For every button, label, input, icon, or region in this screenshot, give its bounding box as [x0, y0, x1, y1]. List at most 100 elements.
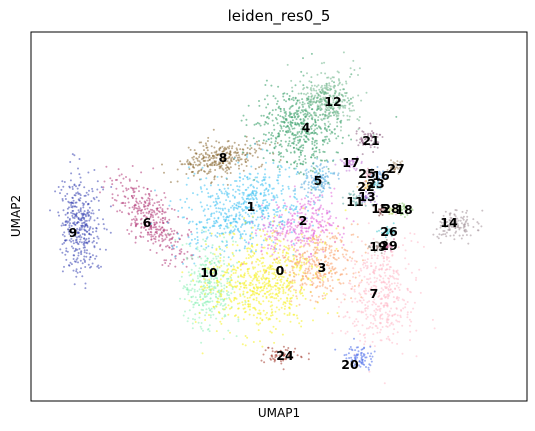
scatter-point — [307, 358, 310, 361]
scatter-point — [209, 163, 212, 166]
scatter-point — [85, 215, 87, 218]
scatter-point — [348, 316, 351, 319]
scatter-point — [263, 98, 266, 101]
scatter-point — [206, 140, 209, 142]
scatter-point — [97, 264, 100, 267]
scatter-point — [388, 324, 391, 327]
scatter-point — [139, 218, 142, 221]
scatter-point — [350, 109, 353, 112]
scatter-point — [248, 215, 251, 218]
scatter-point — [320, 185, 323, 188]
scatter-point — [142, 186, 145, 189]
scatter-point — [244, 233, 247, 236]
scatter-point — [294, 196, 297, 199]
scatter-point — [315, 174, 318, 177]
scatter-point — [328, 247, 331, 250]
scatter-point — [261, 183, 264, 185]
scatter-point — [228, 152, 231, 155]
scatter-point — [249, 247, 251, 250]
scatter-point — [286, 284, 289, 287]
scatter-point — [323, 97, 326, 100]
scatter-point — [188, 299, 191, 302]
scatter-point — [226, 225, 229, 228]
scatter-point — [226, 166, 229, 169]
scatter-point — [360, 358, 363, 360]
scatter-point — [299, 80, 302, 83]
scatter-point — [103, 180, 106, 183]
scatter-point — [122, 201, 124, 204]
scatter-point — [330, 251, 333, 254]
scatter-point — [239, 293, 242, 296]
scatter-point — [213, 151, 216, 154]
scatter-point — [316, 97, 319, 100]
scatter-point — [140, 212, 143, 215]
scatter-point — [144, 205, 147, 208]
scatter-point — [431, 318, 434, 321]
scatter-point — [205, 308, 208, 311]
scatter-point — [303, 219, 305, 222]
scatter-point — [314, 276, 317, 279]
scatter-point — [278, 168, 281, 171]
scatter-point — [210, 145, 213, 148]
scatter-point — [312, 183, 315, 186]
scatter-point — [201, 229, 204, 232]
scatter-point — [280, 120, 283, 123]
scatter-point — [297, 224, 300, 227]
scatter-point — [203, 164, 206, 167]
scatter-point — [234, 271, 237, 274]
scatter-point — [336, 298, 339, 301]
scatter-point — [300, 279, 303, 282]
scatter-point — [198, 316, 201, 319]
scatter-point — [226, 191, 229, 194]
scatter-point — [368, 273, 371, 276]
scatter-point — [225, 297, 228, 300]
scatter-point — [440, 233, 443, 236]
scatter-point — [280, 280, 283, 283]
scatter-point — [209, 158, 211, 161]
scatter-point — [257, 223, 260, 226]
scatter-point — [314, 156, 316, 159]
scatter-point — [241, 151, 244, 154]
scatter-point — [203, 160, 206, 162]
scatter-point — [206, 204, 209, 207]
scatter-point — [297, 142, 300, 144]
scatter-point — [305, 262, 308, 265]
scatter-point — [370, 286, 373, 289]
scatter-point — [257, 225, 260, 228]
scatter-point — [87, 237, 90, 240]
scatter-point — [84, 220, 87, 222]
scatter-point — [295, 118, 298, 121]
scatter-point — [83, 203, 85, 205]
scatter-point — [169, 259, 172, 262]
scatter-point — [367, 305, 369, 308]
scatter-point — [77, 167, 79, 170]
scatter-point — [379, 339, 382, 342]
scatter-point — [253, 186, 255, 189]
scatter-point — [381, 313, 384, 316]
scatter-point — [127, 197, 130, 200]
scatter-point — [288, 306, 291, 309]
scatter-point — [233, 291, 236, 294]
scatter-point — [148, 233, 151, 236]
scatter-point — [161, 204, 164, 206]
scatter-point — [269, 152, 271, 155]
scatter-point — [323, 267, 326, 270]
scatter-point — [213, 160, 216, 163]
scatter-point — [365, 267, 368, 270]
scatter-point — [258, 144, 261, 147]
scatter-point — [252, 198, 255, 201]
scatter-point — [293, 150, 296, 153]
scatter-point — [165, 259, 168, 262]
scatter-point — [335, 271, 338, 274]
scatter-point — [167, 265, 170, 267]
scatter-point — [248, 206, 251, 209]
scatter-point — [316, 127, 319, 130]
scatter-point — [287, 293, 290, 296]
scatter-point — [130, 230, 133, 233]
scatter-point — [344, 267, 347, 270]
scatter-point — [306, 175, 309, 178]
scatter-point — [253, 252, 256, 254]
scatter-point — [262, 353, 265, 356]
scatter-point — [334, 348, 337, 351]
scatter-point — [95, 242, 98, 244]
